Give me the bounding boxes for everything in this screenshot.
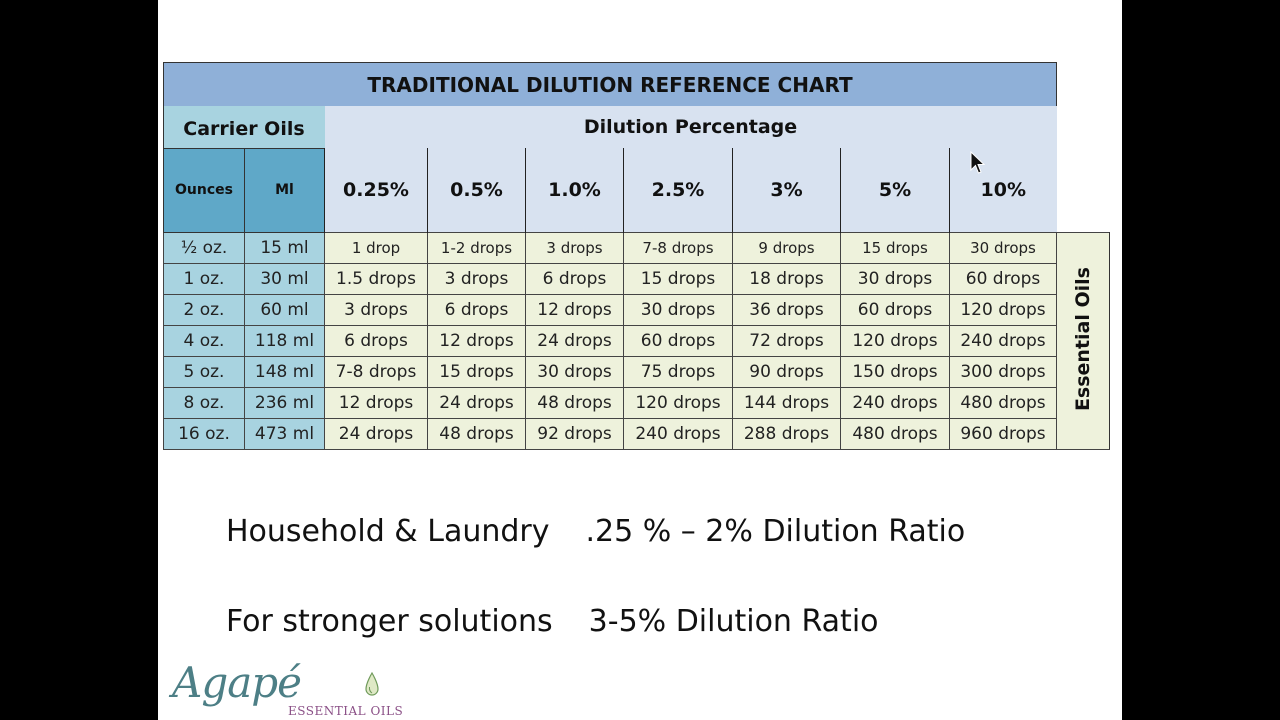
table-row: ½ oz. 15 ml 1 drop 1-2 drops 3 drops 7-8 drop… xyxy=(163,232,1110,450)
ml-cell: 60 ml xyxy=(244,294,325,326)
pct-header: 10% xyxy=(949,148,1057,233)
drops-cell: 1 drop xyxy=(324,232,428,264)
drops-cell: 30 drops xyxy=(525,356,624,388)
essential-oils-label: Essential Oils xyxy=(1072,266,1094,412)
agape-logo: Agapé ESSENTIAL OILS xyxy=(172,658,412,720)
ounces-cell: 1 oz. xyxy=(163,263,245,295)
drops-cell: 480 drops xyxy=(840,418,950,450)
drops-cell: 120 drops xyxy=(840,325,950,357)
ml-subheader: Ml xyxy=(244,147,325,233)
drops-cell: 60 drops xyxy=(623,325,733,357)
drops-cell: 36 drops xyxy=(732,294,841,326)
ounces-cell: 16 oz. xyxy=(163,418,245,450)
drops-cell: 300 drops xyxy=(949,356,1057,388)
drops-cell: 24 drops xyxy=(525,325,624,357)
mouse-cursor-icon xyxy=(970,151,986,174)
drops-cell: 7-8 drops xyxy=(324,356,428,388)
drops-cell: 6 drops xyxy=(324,325,428,357)
drops-cell: 240 drops xyxy=(623,418,733,450)
pct-header: 0.5% xyxy=(427,148,526,233)
table-row: 8 oz. 236 ml 12 drops 24 drops 48 drops 120 d… xyxy=(163,387,1110,419)
drops-cell: 12 drops xyxy=(427,325,526,357)
table-row: 2 oz. 60 ml 3 drops 6 drops 12 drops 30 drops… xyxy=(163,294,1110,326)
ounces-cell: 8 oz. xyxy=(163,387,245,419)
drops-cell: 9 drops xyxy=(732,232,841,264)
stronger-solutions-line: For stronger solutions 3-5% Dilution Rati… xyxy=(226,604,879,639)
pct-header: 2.5% xyxy=(623,148,733,233)
ounces-cell: 2 oz. xyxy=(163,294,245,326)
carrier-oils-header: Carrier Oils xyxy=(163,106,325,148)
drops-cell: 15 drops xyxy=(427,356,526,388)
drops-cell: 48 drops xyxy=(427,418,526,450)
drops-cell: 48 drops xyxy=(525,387,624,419)
drops-cell: 1.5 drops xyxy=(324,263,428,295)
pct-header: 3% xyxy=(732,148,841,233)
ounces-cell: 5 oz. xyxy=(163,356,245,388)
drops-cell: 288 drops xyxy=(732,418,841,450)
table-row: 5 oz. 148 ml 7-8 drops 15 drops 30 drops 75 d… xyxy=(163,356,1110,388)
slide: TRADITIONAL DILUTION REFERENCE CHART Car… xyxy=(158,0,1122,720)
table-row: 1 oz. 30 ml 1.5 drops 3 drops 6 drops 15 drop… xyxy=(163,263,1110,295)
ounces-cell: 4 oz. xyxy=(163,325,245,357)
drops-cell: 240 drops xyxy=(840,387,950,419)
drops-cell: 150 drops xyxy=(840,356,950,388)
drops-cell: 24 drops xyxy=(324,418,428,450)
drops-cell: 12 drops xyxy=(525,294,624,326)
stronger-value: 3-5% Dilution Ratio xyxy=(588,604,879,639)
ml-cell: 30 ml xyxy=(244,263,325,295)
pct-header: 5% xyxy=(840,148,950,233)
ml-cell: 236 ml xyxy=(244,387,325,419)
household-laundry-line: Household & Laundry .25 % – 2% Dilution R… xyxy=(226,514,965,549)
drops-cell: 30 drops xyxy=(949,232,1057,264)
oil-drop-icon xyxy=(365,672,379,696)
drops-cell: 240 drops xyxy=(949,325,1057,357)
drops-cell: 12 drops xyxy=(324,387,428,419)
ml-cell: 15 ml xyxy=(244,232,325,264)
drops-cell: 1-2 drops xyxy=(427,232,526,264)
drops-cell: 18 drops xyxy=(732,263,841,295)
drops-cell: 3 drops xyxy=(427,263,526,295)
household-label: Household & Laundry xyxy=(226,514,550,549)
chart-title: TRADITIONAL DILUTION REFERENCE CHART xyxy=(163,62,1057,106)
household-value: .25 % – 2% Dilution Ratio xyxy=(585,514,966,549)
pct-header: 0.25% xyxy=(324,148,428,233)
drops-cell: 6 drops xyxy=(525,263,624,295)
dilution-table: TRADITIONAL DILUTION REFERENCE CHART Car… xyxy=(163,62,1110,450)
drops-cell: 60 drops xyxy=(840,294,950,326)
drops-cell: 120 drops xyxy=(623,387,733,419)
drops-cell: 90 drops xyxy=(732,356,841,388)
drops-cell: 30 drops xyxy=(840,263,950,295)
ml-cell: 473 ml xyxy=(244,418,325,450)
drops-cell: 960 drops xyxy=(949,418,1057,450)
essential-oils-side-label: Essential Oils xyxy=(1056,232,1110,450)
table-row: 16 oz. 473 ml 24 drops 48 drops 92 drops 240 … xyxy=(163,418,1110,450)
drops-cell: 15 drops xyxy=(840,232,950,264)
dilution-percentage-header: Dilution Percentage xyxy=(324,106,1057,148)
pct-header: 1.0% xyxy=(525,148,624,233)
stronger-label: For stronger solutions xyxy=(226,604,553,639)
logo-name: Agapé xyxy=(172,658,302,707)
table-row: 4 oz. 118 ml 6 drops 12 drops 24 drops 60 dro… xyxy=(163,325,1110,357)
ml-cell: 118 ml xyxy=(244,325,325,357)
chart-rows: ½ oz. 15 ml 1 drop 1-2 drops 3 drops 7-8 drop… xyxy=(163,232,1110,450)
ounces-cell: ½ oz. xyxy=(163,232,245,264)
ml-cell: 148 ml xyxy=(244,356,325,388)
ounces-subheader: Ounces xyxy=(163,147,245,233)
drops-cell: 92 drops xyxy=(525,418,624,450)
dilution-chart: TRADITIONAL DILUTION REFERENCE CHART Car… xyxy=(163,62,1111,450)
drops-cell: 24 drops xyxy=(427,387,526,419)
drops-cell: 480 drops xyxy=(949,387,1057,419)
drops-cell: 72 drops xyxy=(732,325,841,357)
drops-cell: 120 drops xyxy=(949,294,1057,326)
drops-cell: 7-8 drops xyxy=(623,232,733,264)
logo-tagline: ESSENTIAL OILS xyxy=(288,704,404,718)
drops-cell: 75 drops xyxy=(623,356,733,388)
drops-cell: 6 drops xyxy=(427,294,526,326)
drops-cell: 3 drops xyxy=(324,294,428,326)
drops-cell: 30 drops xyxy=(623,294,733,326)
drops-cell: 15 drops xyxy=(623,263,733,295)
drops-cell: 3 drops xyxy=(525,232,624,264)
drops-cell: 60 drops xyxy=(949,263,1057,295)
drops-cell: 144 drops xyxy=(732,387,841,419)
